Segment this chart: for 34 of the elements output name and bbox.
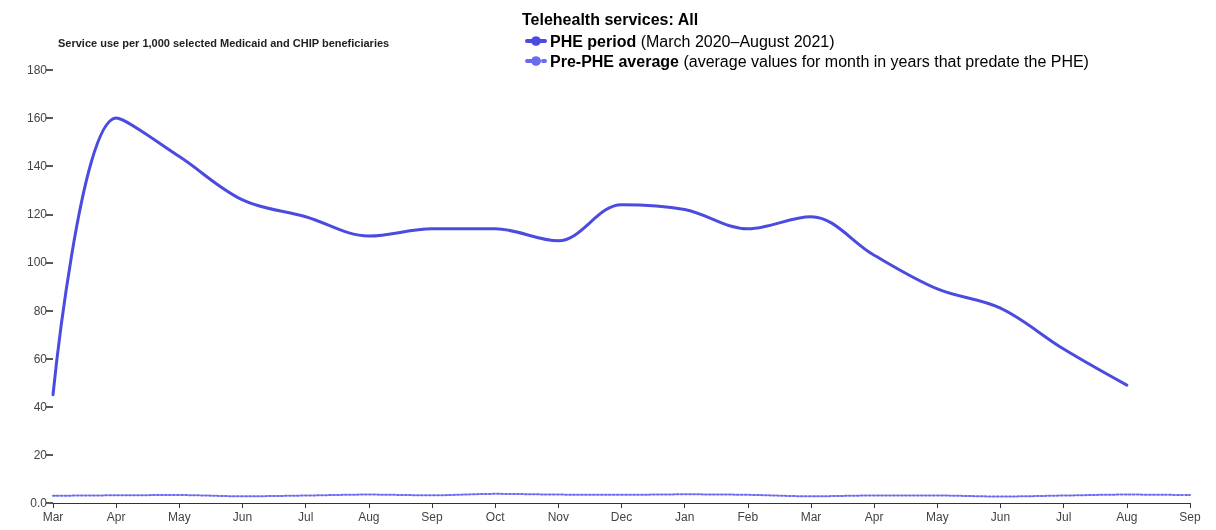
legend-title: Telehealth services: All (522, 10, 699, 28)
x-tick-label: Jul (297, 510, 314, 524)
x-tick-label: Dec (610, 510, 633, 524)
x-tick-label: Jan (674, 510, 695, 524)
y-tick-label: 80 (33, 303, 48, 318)
chart-title: Service use per 1,000 selected Medicaid and CHIP beneficiaries (58, 36, 390, 49)
x-tick-label: Mar (800, 510, 822, 524)
x-tick-label: Apr (864, 510, 884, 524)
legend-label: PHE period (March 2020–August 2021) (550, 32, 835, 50)
x-tick-label: Apr (106, 510, 126, 524)
x-tick-label: Mar (42, 510, 64, 524)
x-tick-label: Jul (1055, 510, 1072, 524)
y-tick-label: 60 (33, 351, 48, 366)
y-tick-label: 180 (26, 63, 48, 77)
x-tick-label: Sep (1179, 510, 1201, 524)
x-tick-label: Nov (547, 510, 570, 524)
y-tick-label: 120 (26, 207, 48, 222)
x-tick-label: Oct (485, 510, 506, 524)
y-tick-label: 160 (26, 111, 48, 126)
x-tick-label: Aug (358, 510, 380, 524)
legend-label: Pre-PHE average (average values for month in years that predate the PHE) (550, 52, 1089, 70)
y-tick-label: 20 (33, 447, 48, 462)
x-tick-label: Aug (1116, 510, 1138, 524)
x-tick-label: May (168, 510, 191, 524)
y-tick-label: 40 (33, 399, 48, 414)
x-tick-label: May (926, 510, 949, 524)
x-tick-label: Sep (421, 510, 443, 524)
y-tick-label: 100 (26, 255, 48, 270)
x-tick-label: Jun (990, 510, 1011, 524)
line-series (51, 116, 1129, 397)
y-tick-label: 140 (26, 159, 48, 174)
x-tick-label: Jun (232, 510, 253, 524)
x-tick-label: Feb (737, 510, 759, 524)
y-tick-label: 0.0 (30, 496, 48, 510)
